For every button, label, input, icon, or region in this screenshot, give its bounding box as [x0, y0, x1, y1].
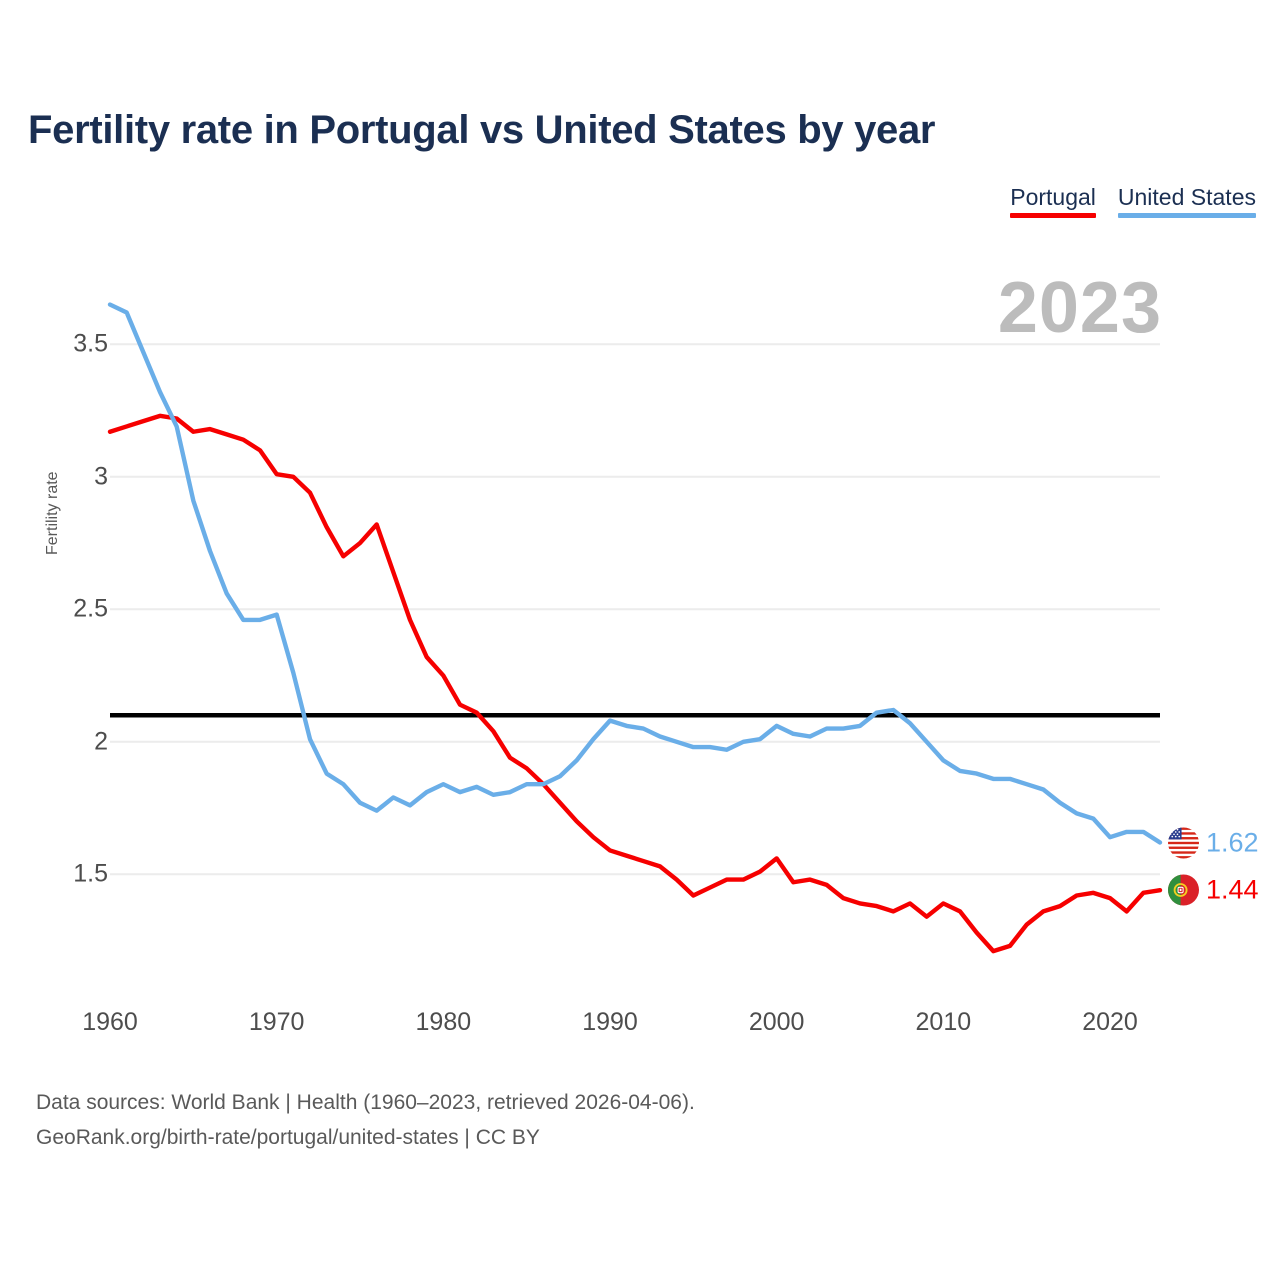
x-axis-tick-label: 2020	[1082, 1008, 1138, 1036]
footer-attribution: Data sources: World Bank | Health (1960–…	[36, 1085, 695, 1155]
year-watermark: 2023	[997, 268, 1162, 348]
y-axis-tick-label: 1.5	[73, 859, 108, 888]
legend-item-portugal[interactable]: Portugal	[1010, 184, 1096, 218]
end-label-portugal: 1.44	[1168, 874, 1259, 906]
flag-pt-icon	[1168, 874, 1199, 906]
x-axis-tick-label: 2010	[915, 1008, 972, 1036]
legend-label-portugal: Portugal	[1010, 184, 1096, 210]
y-axis-tick-label: 3.5	[73, 329, 108, 358]
legend-color-swatch-united-states	[1117, 213, 1256, 218]
y-axis-tick-label: 2	[94, 727, 108, 756]
x-axis-tick-label: 1990	[582, 1008, 638, 1036]
x-axis-tick-label: 1970	[248, 1008, 305, 1036]
legend-label-united-states: United States	[1117, 184, 1256, 210]
y-axis-tick-label: 3	[94, 462, 108, 491]
legend-color-swatch-portugal	[1010, 213, 1096, 218]
y-axis-tick-label: 2.5	[73, 594, 108, 623]
x-axis-tick-label: 2000	[748, 1008, 805, 1036]
x-axis-tick-label: 1980	[415, 1008, 472, 1036]
page-title: Fertility rate in Portugal vs United Sta…	[28, 108, 936, 152]
series-line-portugal	[107, 413, 1163, 954]
flag-us-icon	[1168, 827, 1199, 858]
end-value-united-states: 1.62	[1206, 827, 1259, 857]
footer-line-url: GeoRank.org/birth-rate/portugal/united-s…	[36, 1126, 540, 1149]
footer-line-sources: Data sources: World Bank | Health (1960–…	[36, 1091, 695, 1114]
x-axis-tick-label: 1960	[82, 1008, 138, 1036]
end-label-united-states: 1.62	[1168, 827, 1259, 858]
end-value-portugal: 1.44	[1206, 874, 1259, 905]
chart-legend: Portugal United States	[1010, 184, 1256, 218]
legend-item-united-states[interactable]: United States	[1117, 184, 1256, 218]
series-line-united-states	[107, 302, 1163, 845]
